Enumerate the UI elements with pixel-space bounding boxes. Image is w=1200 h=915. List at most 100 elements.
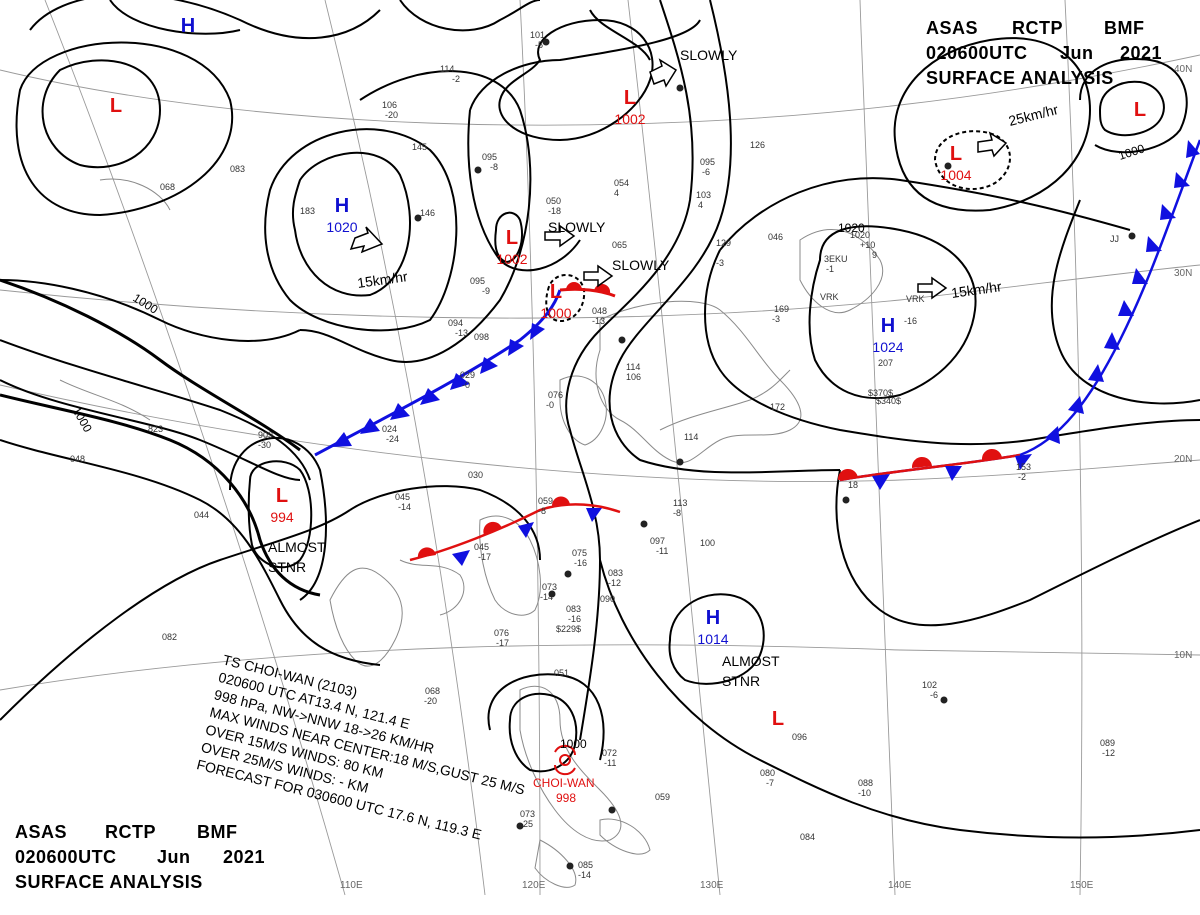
station-value: 098: [474, 332, 489, 342]
low-pressure-letter: L: [772, 708, 784, 730]
station-value: 18: [848, 480, 858, 490]
station-value: -6: [702, 167, 710, 177]
station-value: 068: [160, 182, 175, 192]
center-pressure-value: 1002: [496, 251, 527, 267]
station-value: 082: [162, 632, 177, 642]
motion-label: ALMOST: [722, 653, 780, 669]
station-dot: [842, 496, 850, 504]
center-pressure-value: 1014: [697, 631, 728, 647]
station-value: -14: [540, 592, 553, 602]
station-value: 073: [542, 582, 557, 592]
station-value: 169: [774, 304, 789, 314]
motion-label: SLOWLY: [612, 257, 670, 273]
motion-arrows: [349, 58, 1008, 300]
station-value: -3: [772, 314, 780, 324]
station-value: -6: [930, 690, 938, 700]
station-value: -9: [482, 286, 490, 296]
header-year: 2021: [1120, 43, 1163, 63]
station-value: $229$: [556, 624, 581, 634]
high-pressure-letter: H: [181, 15, 195, 37]
station-value: 080: [760, 768, 775, 778]
center-pressure-value: 1000: [540, 305, 571, 321]
typhoon-name-label: CHOI-WAN: [533, 776, 595, 790]
station-value: 048: [70, 454, 85, 464]
cold-front: [314, 289, 562, 457]
station-dot: [676, 458, 684, 466]
station-value: 088: [858, 778, 873, 788]
typhoon-pressure-label: 998: [556, 791, 576, 805]
center-pressure-value: 1002: [614, 111, 645, 127]
station-value: 045: [474, 542, 489, 552]
station-value: -12: [608, 578, 621, 588]
station-value: 083: [230, 164, 245, 174]
station-value: 048: [592, 306, 607, 316]
station-value: 085: [578, 860, 593, 870]
station-value: 101: [530, 30, 545, 40]
station-value: -0: [462, 380, 470, 390]
station-value: 145: [412, 142, 427, 152]
station-value: -10: [858, 788, 871, 798]
station-value: -16: [574, 558, 587, 568]
station-value: 909: [258, 430, 273, 440]
latitude-label: 30N: [1174, 268, 1192, 279]
station-dot: [474, 166, 482, 174]
station-value: -2: [1018, 472, 1026, 482]
typhoon-isobar-label: 1000: [560, 737, 587, 751]
station-value: -25: [520, 819, 533, 829]
station-value: 129: [716, 238, 731, 248]
station-value: -11: [656, 546, 668, 556]
station-dot: [542, 38, 550, 46]
station-value: 068: [425, 686, 440, 696]
station-value: 4: [698, 200, 703, 210]
station-value: VRK: [906, 294, 925, 304]
center-pressure-value: 1020: [326, 219, 357, 235]
station-value: -8: [490, 162, 498, 172]
header-top: ASAS RCTP BMF 020600UTC Jun 2021 SURFACE ANA…: [926, 16, 1162, 91]
station-value: 094: [448, 318, 463, 328]
station-value: 114: [684, 432, 698, 442]
station-value: 153: [1016, 462, 1031, 472]
station-value: 106: [626, 372, 641, 382]
header-bottom-line1: ASAS RCTP BMF: [15, 820, 265, 845]
header-bottom: ASAS RCTP BMF 020600UTC Jun 2021 SURFACE ANA…: [15, 820, 265, 895]
station-value: -14: [578, 870, 591, 880]
station-dot: [566, 862, 574, 870]
station-value: -13: [592, 316, 605, 326]
pacific-front: [837, 139, 1200, 490]
station-value: 096: [792, 732, 807, 742]
header-agency-code: ASAS: [926, 18, 979, 38]
station-value: 1020: [850, 230, 870, 240]
station-value: 146: [420, 208, 435, 218]
isobar-label: 1020: [838, 221, 865, 235]
station-dot: [940, 696, 948, 704]
station-dot: [414, 214, 422, 222]
station-dot: [1128, 232, 1136, 240]
low-pressure-letter: L: [276, 485, 288, 507]
station-value: 114: [626, 362, 640, 372]
station-value: -11: [604, 758, 616, 768]
station-value: 076: [548, 390, 563, 400]
station-value: -30: [258, 440, 271, 450]
station-value: 3EKU: [824, 254, 848, 264]
station-value: -12: [1102, 748, 1115, 758]
stationary-front: [409, 496, 621, 566]
header-time: 020600UTC: [926, 43, 1028, 63]
station-value: -2: [452, 74, 460, 84]
station-value: 030: [468, 470, 483, 480]
station-dot: [618, 336, 626, 344]
station-value: -8: [538, 506, 546, 516]
station-value: 095: [482, 152, 497, 162]
motion-label: ALMOST: [268, 539, 326, 555]
station-value: 073: [520, 809, 535, 819]
station-value: 126: [750, 140, 765, 150]
station-value: 059: [655, 792, 670, 802]
station-value: 044: [194, 510, 209, 520]
center-pressure-value: 994: [270, 509, 294, 525]
station-value: -17: [478, 552, 491, 562]
station-value: -17: [496, 638, 509, 648]
low-pressure-letter: L: [110, 95, 122, 117]
station-value: 059: [538, 496, 553, 506]
high-pressure-letter: H: [335, 195, 349, 217]
